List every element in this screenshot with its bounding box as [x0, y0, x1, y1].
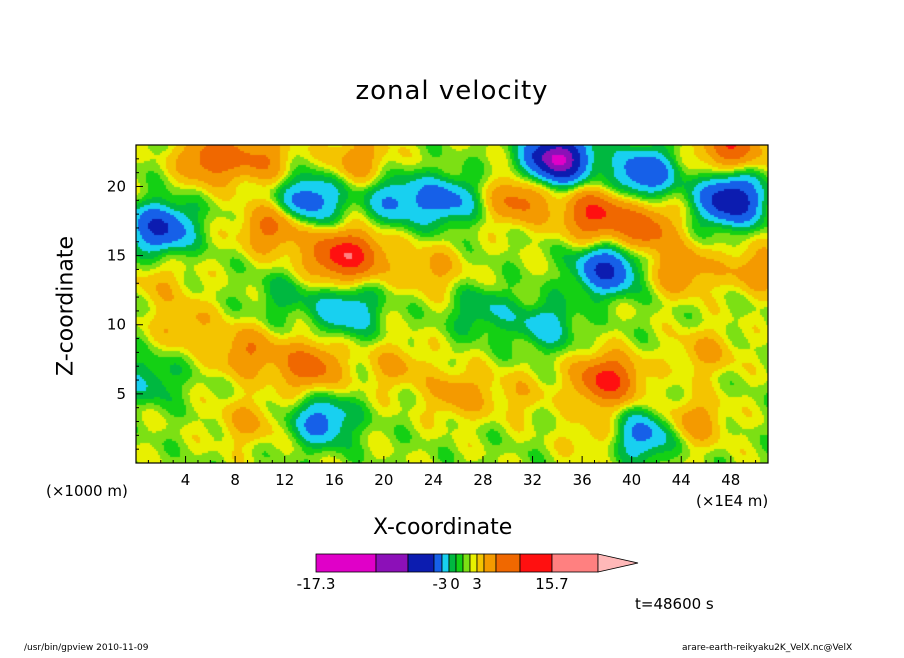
footer-left-text: /usr/bin/gpview 2010-11-09	[24, 643, 149, 653]
plot-frame	[135, 144, 769, 464]
colorbar-segment	[495, 553, 521, 573]
colorbar-segment	[375, 553, 409, 573]
colorbar-arrow	[597, 553, 639, 573]
x-tick-label: 4	[181, 471, 191, 489]
x-tick-label: 40	[622, 471, 641, 489]
colorbar-segment	[476, 553, 485, 573]
x-tick-label: 44	[672, 471, 691, 489]
x-tick-label: 48	[721, 471, 740, 489]
colorbar-segment	[448, 553, 457, 573]
colorbar-segment	[315, 553, 377, 573]
x-tick-label: 28	[473, 471, 492, 489]
colorbar-tick-label: -3	[433, 575, 448, 593]
x-unit-label: (×1000 m)	[46, 482, 128, 500]
colorbar-segment	[469, 553, 478, 573]
colorbar-tick-label: 3	[472, 575, 482, 593]
x-tick-label: 8	[230, 471, 240, 489]
chart-title: zonal velocity	[355, 76, 549, 106]
x-tick-label: 12	[275, 471, 294, 489]
colorbar-segment	[441, 553, 450, 573]
x-tick-label: 24	[424, 471, 443, 489]
footer-right-text: arare-earth-reikyaku2K_VelX.nc@VelX	[682, 643, 853, 653]
colorbar-segment	[433, 553, 443, 573]
y-tick-label: 20	[107, 177, 126, 195]
y-tick-label: 15	[107, 247, 126, 265]
colorbar-segment	[519, 553, 553, 573]
x-scale-label: (×1E4 m)	[696, 492, 769, 510]
colorbar-tick-label: 0	[450, 575, 460, 593]
colorbar-segment	[483, 553, 497, 573]
heatmap-field	[136, 145, 768, 463]
colorbar-segment	[407, 553, 435, 573]
colorbar-tick-label: -17.3	[297, 575, 336, 593]
y-tick-label: 5	[116, 385, 126, 403]
colorbar-segment	[462, 553, 471, 573]
y-tick-label: 10	[107, 316, 126, 334]
x-tick-label: 20	[374, 471, 393, 489]
x-axis-label: X-coordinate	[373, 515, 513, 540]
x-tick-label: 32	[523, 471, 542, 489]
x-tick-label: 16	[325, 471, 344, 489]
colorbar-segment	[551, 553, 599, 573]
time-label: t=48600 s	[635, 595, 714, 613]
colorbar-segment	[455, 553, 464, 573]
x-tick-label: 36	[573, 471, 592, 489]
y-axis-label: Z-coordinate	[53, 236, 79, 376]
colorbar-tick-label: 15.7	[535, 575, 568, 593]
